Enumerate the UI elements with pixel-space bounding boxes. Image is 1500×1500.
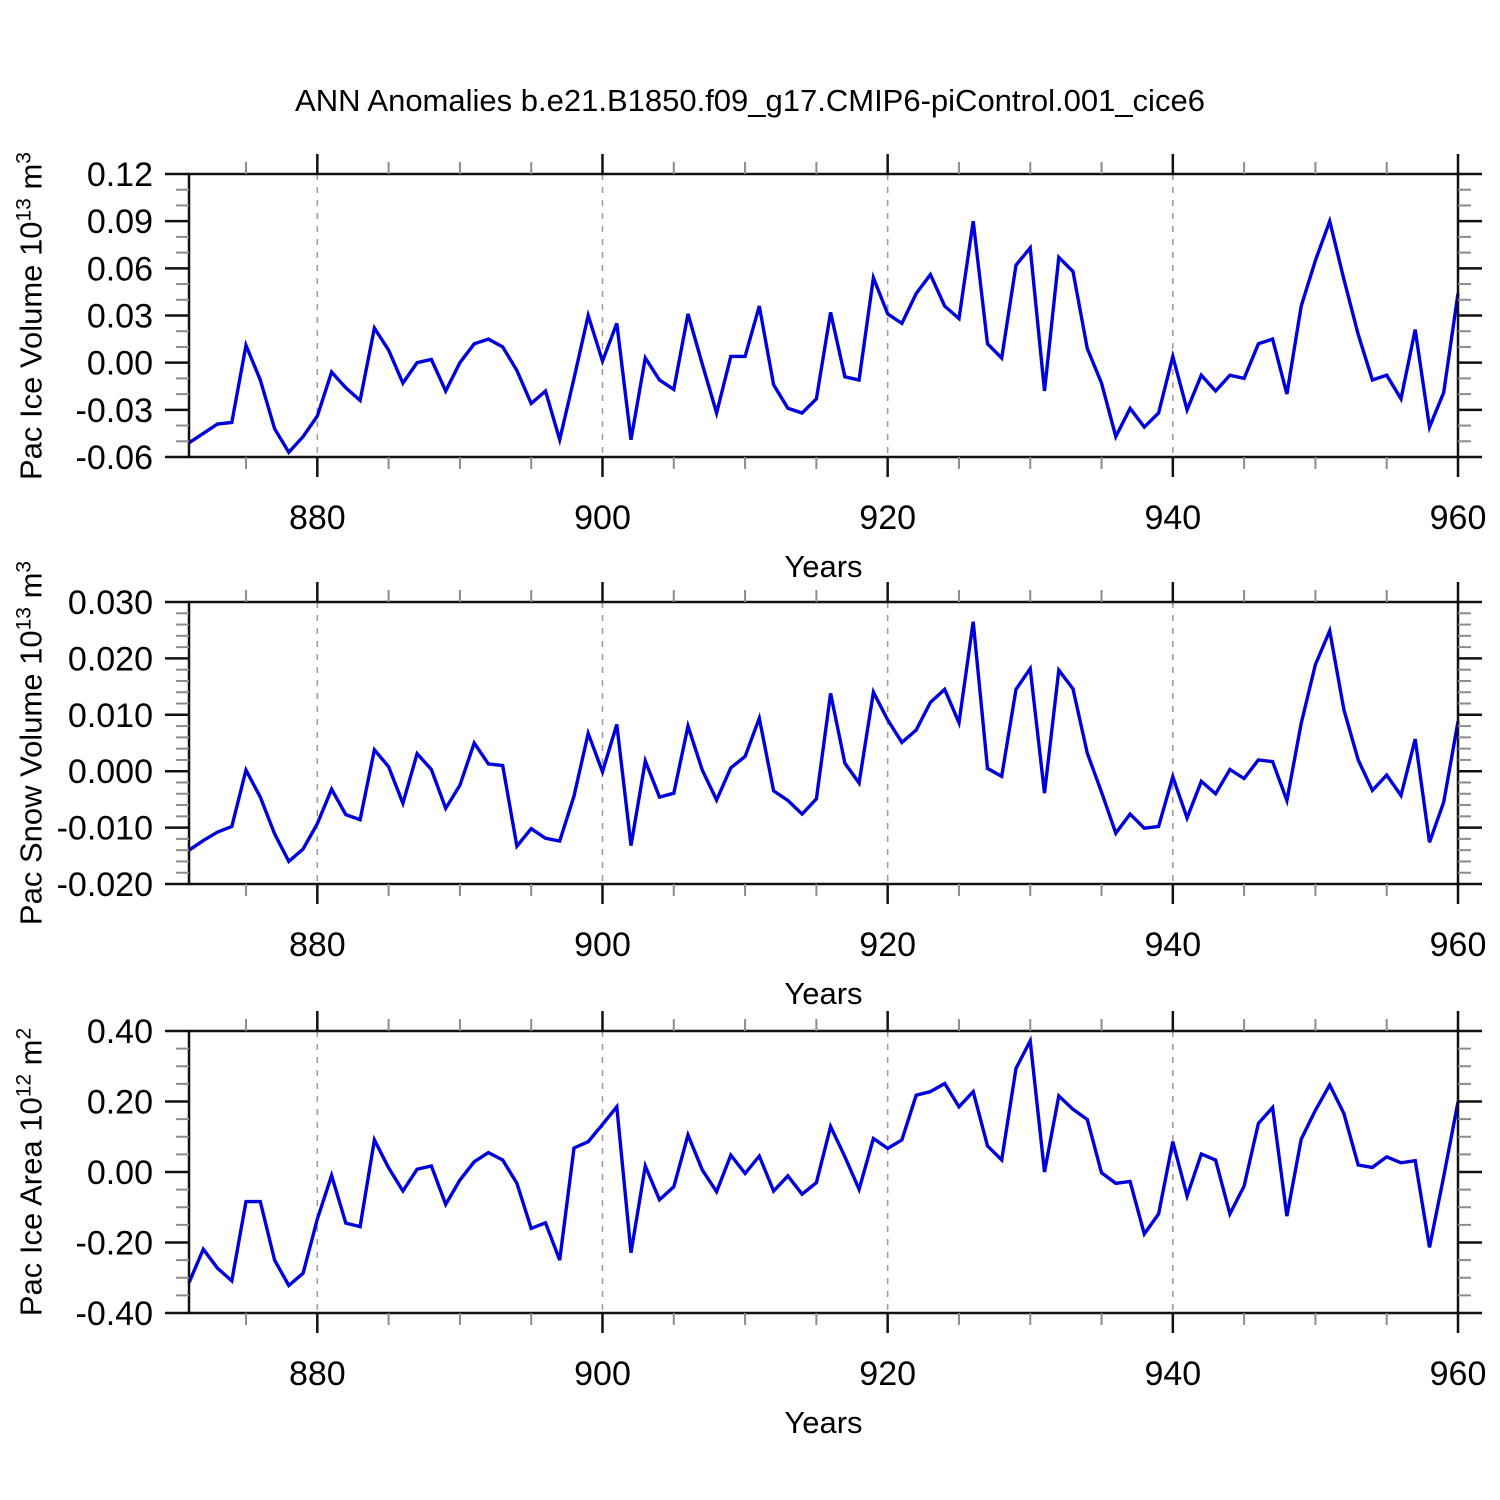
svg-text:-0.20: -0.20	[76, 1225, 154, 1263]
svg-text:920: 920	[859, 926, 916, 964]
svg-text:880: 880	[289, 1355, 346, 1393]
svg-text:0.020: 0.020	[68, 640, 153, 678]
svg-text:880: 880	[289, 499, 346, 537]
svg-text:900: 900	[574, 1355, 631, 1393]
y-axis-label-text: Pac Ice Area 10	[13, 1097, 49, 1317]
svg-text:0.20: 0.20	[87, 1084, 153, 1122]
svg-text:900: 900	[574, 499, 631, 537]
svg-text:940: 940	[1144, 1355, 1201, 1393]
svg-text:0.12: 0.12	[87, 156, 153, 194]
svg-text:0.09: 0.09	[87, 203, 153, 241]
svg-text:-0.020: -0.020	[57, 866, 153, 904]
unit-exponent-text: 2	[12, 1027, 36, 1040]
unit-text: m	[13, 572, 49, 608]
svg-text:0.03: 0.03	[87, 298, 153, 336]
unit-text: m	[13, 163, 49, 199]
svg-text:-0.010: -0.010	[57, 810, 153, 848]
svg-text:0.00: 0.00	[87, 345, 153, 383]
x-axis-title-panel3: Years	[784, 1405, 863, 1440]
svg-text:0.030: 0.030	[68, 584, 153, 622]
x-axis-title-panel1: Years	[784, 549, 863, 584]
svg-text:960: 960	[1430, 499, 1487, 537]
svg-text:900: 900	[574, 926, 631, 964]
unit-text: m	[13, 1039, 49, 1074]
svg-text:940: 940	[1144, 926, 1201, 964]
x-axis-title-panel2: Years	[784, 976, 863, 1011]
exponent-text: 13	[12, 198, 36, 222]
y-axis-label-ice-volume: Pac Ice Volume 1013 m3	[12, 152, 49, 480]
y-axis-label-ice-area: Pac Ice Area 1012 m2	[12, 1028, 49, 1316]
exponent-text: 13	[12, 607, 36, 631]
y-axis-label-snow-volume: Pac Snow Volume 1013 m3	[12, 561, 49, 925]
svg-text:0.000: 0.000	[68, 753, 153, 791]
svg-text:960: 960	[1430, 926, 1487, 964]
y-axis-label-text: Pac Snow Volume 10	[13, 630, 49, 926]
unit-exponent-text: 3	[12, 560, 36, 573]
svg-text:960: 960	[1430, 1355, 1487, 1393]
chart-title: ANN Anomalies b.e21.B1850.f09_g17.CMIP6-…	[295, 83, 1205, 118]
svg-text:940: 940	[1144, 499, 1201, 537]
unit-exponent-text: 3	[12, 152, 36, 164]
svg-text:880: 880	[289, 926, 346, 964]
y-axis-label-text: Pac Ice Volume 10	[13, 221, 49, 480]
svg-text:0.010: 0.010	[68, 697, 153, 735]
pac-ice-area-chart: 880 900 920 940 960 0.40 0.20 0.00 -0.20 -0.40	[76, 1011, 1487, 1393]
pac-ice-volume-chart: 880 900 920 940 960 0.12 0.09 0.06 0.03 0.00 -0.03…	[76, 154, 1487, 537]
svg-text:920: 920	[859, 499, 916, 537]
svg-text:-0.06: -0.06	[76, 439, 154, 477]
svg-text:-0.03: -0.03	[76, 392, 154, 430]
svg-text:920: 920	[859, 1355, 916, 1393]
pac-snow-volume-chart: 880 900 920 940 960 0.030 0.020 0.010 0.000 -0.01…	[57, 582, 1487, 964]
svg-text:0.06: 0.06	[87, 250, 153, 288]
svg-text:0.40: 0.40	[87, 1013, 153, 1051]
svg-text:-0.40: -0.40	[76, 1295, 154, 1333]
svg-text:0.00: 0.00	[87, 1154, 153, 1192]
exponent-text: 12	[12, 1073, 36, 1098]
